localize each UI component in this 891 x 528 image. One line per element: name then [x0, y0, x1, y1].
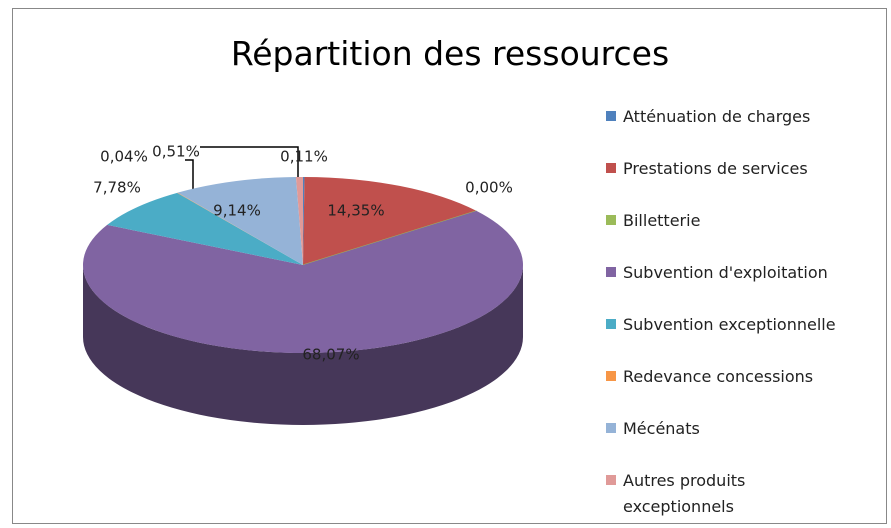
legend-swatch	[606, 215, 616, 225]
legend: Atténuation de charges Prestations de ser…	[606, 104, 876, 520]
pie-slice	[83, 210, 524, 354]
legend-swatch	[606, 371, 616, 381]
legend-item: Autres produits exceptionnels	[606, 468, 876, 520]
leader-line	[200, 146, 299, 178]
legend-item: Subvention d'exploitation	[606, 260, 876, 312]
legend-label: Autres produits exceptionnels	[623, 471, 746, 516]
legend-swatch	[606, 111, 616, 121]
legend-label: Billetterie	[623, 211, 701, 230]
data-label: 68,07%	[302, 346, 359, 364]
data-label: 0,04%	[100, 148, 148, 166]
legend-label: Redevance concessions	[623, 367, 814, 386]
pie-slice	[303, 177, 477, 265]
legend-item: Prestations de services	[606, 156, 876, 208]
chart-title: Répartition des ressources	[230, 34, 670, 73]
legend-swatch	[606, 423, 616, 433]
leader-line	[185, 159, 194, 191]
pie-slice	[303, 177, 305, 265]
data-label: 14,35%	[327, 202, 384, 220]
legend-label: Subvention exceptionnelle	[623, 315, 836, 334]
legend-label: Atténuation de charges	[623, 107, 811, 126]
data-label: 9,14%	[213, 202, 261, 220]
legend-item: Atténuation de charges	[606, 104, 876, 156]
pie-slice	[107, 192, 303, 265]
legend-item: Billetterie	[606, 208, 876, 260]
pie-slice	[177, 192, 303, 265]
pie-slice-side	[83, 265, 523, 425]
legend-item: Mécénats	[606, 416, 876, 468]
legend-swatch	[606, 475, 616, 485]
legend-swatch	[606, 319, 616, 329]
legend-swatch	[606, 267, 616, 277]
data-label: 7,78%	[93, 179, 141, 197]
legend-label: Mécénats	[623, 419, 700, 438]
data-label: 0,11%	[280, 148, 328, 166]
legend-item: Subvention exceptionnelle	[606, 312, 876, 364]
pie-slice	[177, 177, 303, 265]
legend-label: Subvention d'exploitation	[623, 263, 828, 282]
legend-swatch	[606, 163, 616, 173]
data-label: 0,00%	[465, 179, 513, 197]
pie-slice	[295, 177, 303, 265]
legend-label: Prestations de services	[623, 159, 808, 178]
data-label: 0,51%	[152, 143, 200, 161]
chart-frame	[12, 8, 887, 524]
legend-item: Redevance concessions	[606, 364, 876, 416]
